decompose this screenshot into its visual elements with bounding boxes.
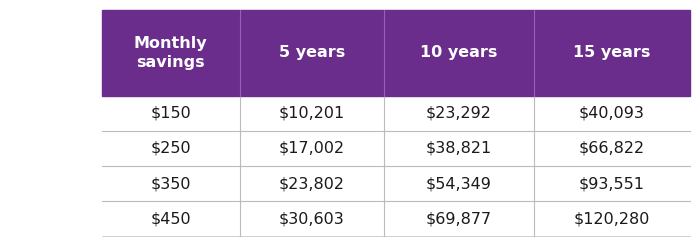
Text: $17,002: $17,002 (279, 141, 345, 156)
Bar (102, 10, 690, 96)
Text: $40,093: $40,093 (579, 106, 645, 121)
Text: 10 years: 10 years (420, 45, 498, 60)
Text: 5 years: 5 years (279, 45, 345, 60)
Text: $120,280: $120,280 (573, 211, 650, 226)
Text: $150: $150 (150, 106, 191, 121)
Text: $10,201: $10,201 (279, 106, 345, 121)
Text: $250: $250 (150, 141, 191, 156)
Text: $23,292: $23,292 (426, 106, 491, 121)
Text: $54,349: $54,349 (426, 176, 491, 191)
Text: $93,551: $93,551 (579, 176, 645, 191)
Text: $38,821: $38,821 (426, 141, 492, 156)
Text: $350: $350 (150, 176, 191, 191)
Text: $69,877: $69,877 (426, 211, 492, 226)
Text: $23,802: $23,802 (279, 176, 344, 191)
Text: $450: $450 (150, 211, 191, 226)
Text: $66,822: $66,822 (578, 141, 645, 156)
Text: Monthly
savings: Monthly savings (134, 36, 207, 70)
Text: $30,603: $30,603 (279, 211, 344, 226)
Text: 15 years: 15 years (573, 45, 650, 60)
